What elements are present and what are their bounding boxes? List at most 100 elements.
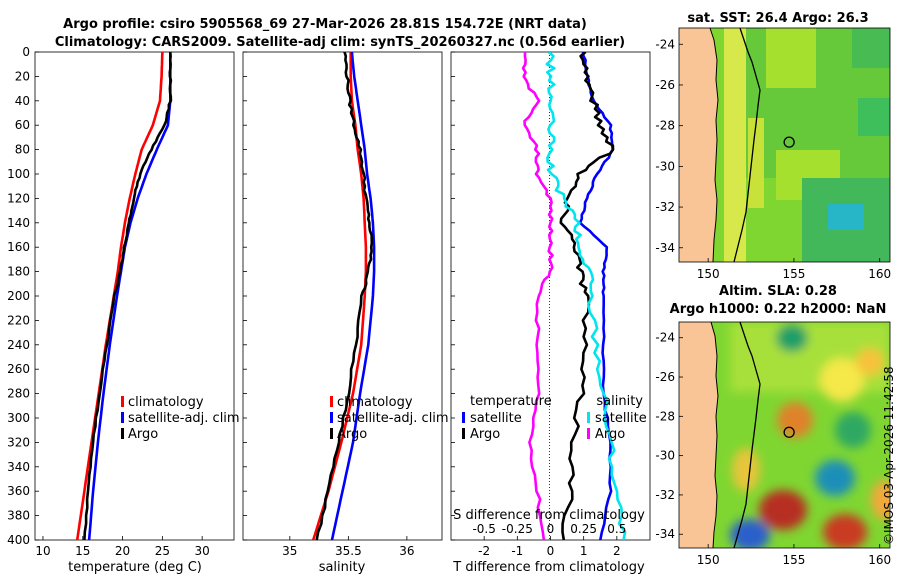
sla-high-eddy — [871, 480, 890, 520]
legend-swatch-s-satellite — [587, 412, 590, 423]
difference-legend: temperature satellite Argo salinity sate… — [462, 394, 647, 442]
x-tick-label: 2 — [613, 544, 621, 558]
s-difference-top-tick-label: -0.25 — [502, 522, 533, 536]
sla-low-eddy — [776, 324, 808, 352]
imos-timestamp: ©IMOS 03-Apr-2026 11:42:58 — [882, 366, 896, 545]
salinity-legend: climatology satellite-adj. clim Argo — [330, 395, 449, 442]
depth-tick-label: 240 — [7, 338, 30, 352]
x-tick-label: 10 — [35, 544, 50, 558]
coastline — [710, 322, 719, 548]
t-difference-x-axis: -2 -1 0 1 2 — [478, 536, 621, 558]
depth-tick-label: 340 — [7, 460, 30, 474]
sla-high-eddy — [823, 514, 867, 548]
sla-high-eddy — [820, 358, 864, 402]
legend-swatch-argo — [330, 428, 333, 439]
legend-swatch-satellite — [121, 412, 124, 423]
legend-climatology: climatology — [337, 395, 413, 410]
sla-map-title-line1: Altim. SLA: 0.28 — [719, 284, 837, 299]
sla-low-eddy — [835, 412, 871, 448]
shelf-contour — [733, 28, 761, 262]
temperature-x-axis: 10 15 20 25 30 — [35, 536, 210, 558]
sla-map-axes: 150 155 160 -24 -26 -28 -30 -32 -34 — [655, 331, 891, 567]
s-difference-top-tick-label: 0.25 — [570, 522, 597, 536]
depth-tick-label: 20 — [15, 69, 30, 83]
legend-swatch-s-argo — [587, 428, 590, 439]
map-lat-tick-label: -30 — [655, 449, 675, 463]
x-tick-label: 20 — [115, 544, 130, 558]
sst-coastal-band — [724, 28, 746, 262]
sst-warm-patch — [766, 28, 816, 88]
sst-map-axes: 150 155 160 -24 -26 -28 -30 -32 -34 — [655, 37, 891, 281]
sla-high-eddy — [856, 348, 884, 376]
sla-high-eddy — [777, 402, 813, 438]
depth-tick-label: 100 — [7, 167, 30, 181]
s-difference-top-tick-label: 0.5 — [607, 522, 626, 536]
legend-swatch-climatology — [121, 396, 124, 407]
depth-tick-label: 380 — [7, 509, 30, 523]
s-difference-top-tick-label: -0.5 — [472, 522, 495, 536]
x-tick-label: 25 — [155, 544, 170, 558]
sst-map — [679, 28, 890, 262]
x-tick-label: 15 — [75, 544, 90, 558]
legend-satellite: satellite-adj. clim — [337, 411, 449, 426]
map-lat-tick-label: -26 — [655, 370, 675, 384]
legend-climatology: climatology — [128, 395, 204, 410]
map-lon-tick-label: 150 — [697, 267, 720, 281]
map-lat-tick-label: -32 — [655, 200, 675, 214]
map-lon-tick-label: 160 — [868, 553, 891, 567]
map-lat-tick-label: -28 — [655, 409, 675, 423]
map-lon-tick-label: 160 — [868, 267, 891, 281]
depth-tick-label: 40 — [15, 94, 30, 108]
depth-tick-label: 220 — [7, 313, 30, 327]
series-line-argo — [315, 52, 374, 540]
map-lon-tick-label: 150 — [697, 553, 720, 567]
x-tick-label: 30 — [195, 544, 210, 558]
sst-cold-patch — [828, 204, 864, 230]
depth-tick-label: 80 — [15, 143, 30, 157]
figure-title-line1: Argo profile: csiro 5905568_69 27-Mar-20… — [63, 17, 587, 32]
map-lat-tick-label: -34 — [655, 241, 675, 255]
legend-argo: Argo — [337, 427, 367, 442]
sst-shelf-patch — [748, 118, 764, 208]
depth-tick-label: 360 — [7, 484, 30, 498]
figure-title-line2: Climatology: CARS2009. Satellite-adj cli… — [55, 35, 625, 50]
legend-t-argo: Argo — [470, 427, 500, 442]
salinity-xlabel: salinity — [319, 560, 366, 575]
t-difference-xlabel: T difference from climatology — [452, 560, 645, 575]
x-tick-label: -1 — [511, 544, 523, 558]
sla-high-eddy — [732, 448, 760, 492]
x-tick-label: 36 — [399, 544, 414, 558]
series-line-s-satellite — [545, 52, 627, 540]
map-lon-tick-label: 155 — [782, 553, 805, 567]
depth-tick-label: 260 — [7, 362, 30, 376]
legend-swatch-t-argo — [462, 428, 465, 439]
x-tick-label: 35 — [282, 544, 297, 558]
depth-tick-label: 120 — [7, 191, 30, 205]
temperature-xlabel: temperature (deg C) — [68, 560, 202, 575]
map-lat-tick-label: -24 — [655, 37, 675, 51]
depth-tick-label: 280 — [7, 387, 30, 401]
salinity-lines — [311, 52, 376, 540]
map-lat-tick-label: -30 — [655, 159, 675, 173]
map-lat-tick-label: -24 — [655, 331, 675, 345]
legend-satellite: satellite-adj. clim — [128, 411, 240, 426]
series-line-argo — [83, 52, 173, 540]
map-lat-tick-label: -32 — [655, 488, 675, 502]
depth-tick-label: 300 — [7, 411, 30, 425]
sst-cool-patch — [858, 98, 890, 136]
sla-low-eddy — [815, 460, 855, 496]
legend-temperature-title: temperature — [470, 394, 552, 409]
series-line-s-argo — [521, 52, 554, 540]
sla-map — [679, 322, 890, 548]
depth-tick-label: 0 — [22, 45, 30, 59]
depth-axis: 0 20 40 60 80 100 120 140 160 180 200 220 240 260 280 3… — [7, 45, 455, 547]
legend-swatch-argo — [121, 428, 124, 439]
temperature-lines — [75, 52, 173, 540]
series-line-t-argo — [559, 52, 615, 540]
salinity-panel-frame — [242, 51, 443, 541]
legend-argo: Argo — [128, 427, 158, 442]
legend-swatch-t-satellite — [462, 412, 465, 423]
temperature-panel-frame — [34, 51, 235, 541]
series-line-satellite-adj-clim — [330, 52, 376, 540]
